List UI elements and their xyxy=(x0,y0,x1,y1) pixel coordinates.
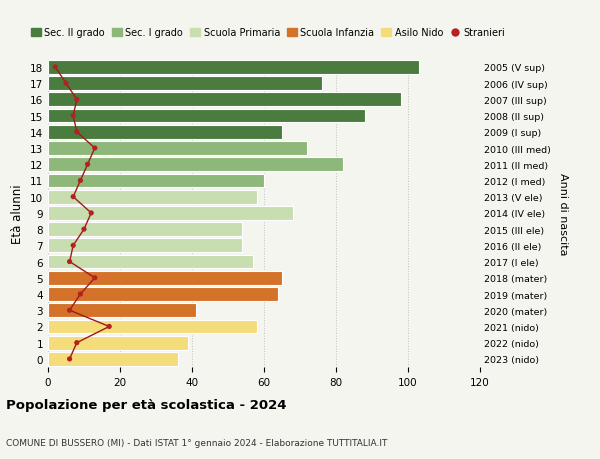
Point xyxy=(72,339,82,347)
Bar xyxy=(48,158,343,172)
Point xyxy=(86,210,96,217)
Bar xyxy=(48,255,253,269)
Point xyxy=(65,355,74,363)
Point xyxy=(65,307,74,314)
Point xyxy=(104,323,114,330)
Bar xyxy=(48,142,307,156)
Point xyxy=(76,291,85,298)
Y-axis label: Età alunni: Età alunni xyxy=(11,184,25,243)
Text: COMUNE DI BUSSERO (MI) - Dati ISTAT 1° gennaio 2024 - Elaborazione TUTTITALIA.IT: COMUNE DI BUSSERO (MI) - Dati ISTAT 1° g… xyxy=(6,438,388,448)
Point xyxy=(79,226,89,233)
Bar xyxy=(48,190,257,204)
Bar xyxy=(48,207,293,220)
Bar xyxy=(48,109,365,123)
Point xyxy=(76,177,85,185)
Bar xyxy=(48,223,242,236)
Point xyxy=(72,129,82,136)
Bar xyxy=(48,126,282,140)
Bar xyxy=(48,239,242,253)
Point xyxy=(72,96,82,104)
Bar xyxy=(48,287,278,301)
Point xyxy=(68,112,78,120)
Bar xyxy=(48,271,282,285)
Bar xyxy=(48,174,264,188)
Point xyxy=(50,64,60,72)
Text: Popolazione per età scolastica - 2024: Popolazione per età scolastica - 2024 xyxy=(6,398,287,411)
Legend: Sec. II grado, Sec. I grado, Scuola Primaria, Scuola Infanzia, Asilo Nido, Stran: Sec. II grado, Sec. I grado, Scuola Prim… xyxy=(27,24,509,42)
Y-axis label: Anni di nascita: Anni di nascita xyxy=(558,172,568,255)
Bar xyxy=(48,320,257,334)
Bar xyxy=(48,336,188,350)
Point xyxy=(90,274,100,282)
Bar xyxy=(48,352,178,366)
Bar xyxy=(48,77,322,91)
Point xyxy=(68,194,78,201)
Point xyxy=(83,161,92,168)
Bar xyxy=(48,61,419,75)
Point xyxy=(61,80,71,88)
Bar xyxy=(48,93,401,107)
Point xyxy=(65,258,74,266)
Bar xyxy=(48,304,196,318)
Point xyxy=(68,242,78,250)
Point xyxy=(90,145,100,152)
